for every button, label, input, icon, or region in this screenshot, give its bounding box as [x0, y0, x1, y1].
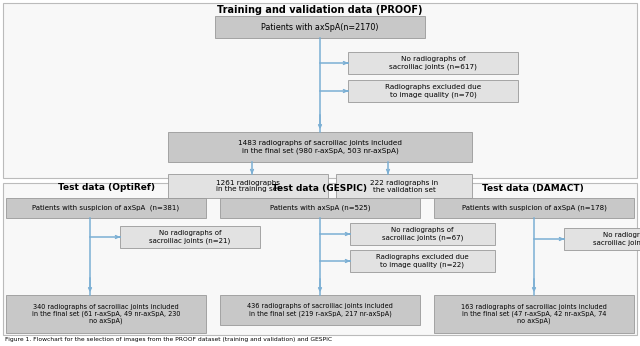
- FancyBboxPatch shape: [220, 295, 420, 325]
- Text: 436 radiographs of sacroiliac joints included
in the final set (219 r-axSpA, 217: 436 radiographs of sacroiliac joints inc…: [247, 303, 393, 317]
- FancyBboxPatch shape: [6, 198, 206, 218]
- Text: 1483 radiographs of sacroiliac joints included
in the final set (980 r-axSpA, 50: 1483 radiographs of sacroiliac joints in…: [238, 140, 402, 154]
- FancyBboxPatch shape: [3, 3, 637, 178]
- FancyBboxPatch shape: [434, 295, 634, 333]
- Text: Test data (GESPIC): Test data (GESPIC): [273, 183, 367, 192]
- Text: 222 radiographs in
the validation set: 222 radiographs in the validation set: [370, 180, 438, 192]
- Text: No radiographs of
sacroiliac joints (n=617): No radiographs of sacroiliac joints (n=6…: [389, 56, 477, 70]
- FancyBboxPatch shape: [168, 132, 472, 162]
- FancyBboxPatch shape: [350, 223, 495, 245]
- Text: Patients with axSpA(n=2170): Patients with axSpA(n=2170): [261, 22, 379, 31]
- FancyBboxPatch shape: [350, 250, 495, 272]
- Text: Patients with axSpA (n=525): Patients with axSpA (n=525): [269, 205, 371, 211]
- FancyBboxPatch shape: [6, 295, 206, 333]
- Text: Training and validation data (PROOF): Training and validation data (PROOF): [217, 5, 423, 15]
- FancyBboxPatch shape: [220, 198, 420, 218]
- Text: Test data (DAMACT): Test data (DAMACT): [482, 183, 584, 192]
- Text: No radiographs of
sacroiliac joints (n=15): No radiographs of sacroiliac joints (n=1…: [593, 232, 640, 246]
- FancyBboxPatch shape: [434, 198, 634, 218]
- FancyBboxPatch shape: [564, 228, 640, 250]
- FancyBboxPatch shape: [215, 16, 425, 38]
- Text: 340 radiographs of sacroiliac joints included
in the final set (61 r-axSpA, 49 n: 340 radiographs of sacroiliac joints inc…: [32, 303, 180, 325]
- Text: 163 radiographs of sacroiliac joints included
in the final set (47 r-axSpA, 42 n: 163 radiographs of sacroiliac joints inc…: [461, 303, 607, 325]
- Text: Patients with suspicion of axSpA (n=178): Patients with suspicion of axSpA (n=178): [461, 205, 607, 211]
- Text: No radiographs of
sacroiliac joints (n=67): No radiographs of sacroiliac joints (n=6…: [382, 227, 463, 241]
- FancyBboxPatch shape: [3, 183, 637, 335]
- FancyBboxPatch shape: [336, 174, 472, 198]
- FancyBboxPatch shape: [348, 80, 518, 102]
- Text: No radiographs of
sacroiliac joints (n=21): No radiographs of sacroiliac joints (n=2…: [149, 230, 230, 244]
- FancyBboxPatch shape: [348, 52, 518, 74]
- Text: Test data (OptiRef): Test data (OptiRef): [58, 183, 156, 192]
- Text: Radiographs excluded due
to image quality (n=70): Radiographs excluded due to image qualit…: [385, 84, 481, 98]
- FancyBboxPatch shape: [168, 174, 328, 198]
- Text: 1261 radiographs
in the training set: 1261 radiographs in the training set: [216, 180, 280, 192]
- Text: Radiographs excluded due
to image quality (n=22): Radiographs excluded due to image qualit…: [376, 254, 469, 268]
- Text: Patients with suspicion of axSpA  (n=381): Patients with suspicion of axSpA (n=381): [33, 205, 180, 211]
- FancyBboxPatch shape: [120, 226, 260, 248]
- Text: Figure 1. Flowchart for the selection of images from the PROOF dataset (training: Figure 1. Flowchart for the selection of…: [5, 337, 332, 342]
